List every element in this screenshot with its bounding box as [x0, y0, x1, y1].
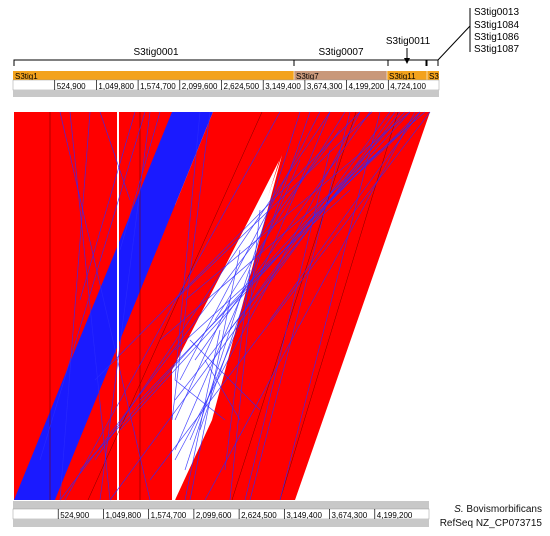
- alignment-link-line: [109, 111, 396, 501]
- alignment-link-line: [64, 111, 281, 501]
- alignment-link-line: [59, 111, 151, 501]
- alignment-link-line: [279, 111, 381, 501]
- top-contig-bar: S3tig1 S3tig7 S3tig11 S3: [13, 71, 439, 81]
- alignment-link-line: [79, 111, 136, 301]
- alignment-link-line: [171, 111, 211, 421]
- contig-bar-label-1: S3tig1: [15, 72, 38, 81]
- alignment-link-line: [204, 359, 241, 421]
- alignment-link-line: [69, 111, 111, 501]
- alignment-link-line: [149, 111, 431, 481]
- top-ruler-tick-label: 1,574,700: [140, 82, 176, 91]
- alignment-link-line: [189, 249, 241, 501]
- alignment-link-line: [59, 129, 341, 501]
- species-epithet: Bovismorbificans: [466, 504, 542, 515]
- bottom-ruler-tick-label: 524,900: [60, 511, 89, 520]
- top-ruler-tick-label: 524,900: [57, 82, 86, 91]
- alignment-link-lines: [39, 111, 431, 501]
- alignment-link-line: [119, 111, 161, 251]
- contig-bar-label-4: S3: [429, 72, 439, 81]
- alignment-link-line: [229, 111, 391, 331]
- contig-segment-s3tig1: [13, 71, 294, 80]
- alignment-link-line: [139, 149, 381, 401]
- contig-segment-s3: [427, 71, 439, 80]
- contig-label-s3tig0001: S3tig0001: [133, 47, 178, 58]
- reverse-block: [14, 112, 213, 500]
- bottom-ruler-tick-label: 3,674,300: [332, 511, 368, 520]
- top-ruler-tick-label: 1,049,800: [98, 82, 134, 91]
- bottom-ruler: 524,900 1,049,800 1,574,700 2,099,600 2,624,…: [12, 501, 430, 527]
- contig-bar-label-2: S3tig7: [296, 72, 319, 81]
- top-ruler-tick-label: 3,674,300: [307, 82, 343, 91]
- alignment-link-line: [194, 111, 371, 361]
- stacked-label-s3tig0013: S3tig0013: [474, 7, 519, 18]
- alignment-link-line: [199, 111, 311, 431]
- top-ruler-tick-label: 2,624,500: [224, 82, 260, 91]
- stacked-label-s3tig1084: S3tig1084: [474, 20, 519, 31]
- bottom-ruler-tick-label: 1,574,700: [151, 511, 187, 520]
- top-ruler-tick-label: 4,724,100: [390, 82, 426, 91]
- alignment-link-line: [159, 111, 426, 341]
- alignment-link-line: [329, 119, 416, 201]
- alignment-link-line: [174, 299, 231, 421]
- reference-genome-label: S. Bovismorbificans RefSeq NZ_CP073715: [440, 503, 542, 531]
- top-ruler-tick-label: 2,099,600: [182, 82, 218, 91]
- alignment-link-line: [214, 111, 346, 321]
- top-ruler: 524,900 1,049,800 1,574,700 2,099,600 2,624,…: [12, 79, 440, 97]
- bottom-ruler-tick-label: 2,624,500: [241, 511, 277, 520]
- forward-block-right: [175, 112, 430, 500]
- bottom-ruler-tick-label: 2,099,600: [196, 511, 232, 520]
- alignment-link-line: [99, 111, 131, 201]
- alignment-link-line: [174, 111, 373, 301]
- contig-bar-label-3: S3tig11: [389, 72, 416, 81]
- bottom-ruler-tick-label: 3,149,400: [286, 511, 322, 520]
- species-prefix: S.: [454, 504, 464, 515]
- bottom-ruler-tick-label: 4,199,200: [377, 511, 413, 520]
- alignment-link-line: [94, 111, 331, 461]
- alignment-link-line: [174, 189, 351, 351]
- species-name: S. Bovismorbificans: [440, 503, 542, 517]
- contig-label-s3tig0007: S3tig0007: [318, 47, 363, 58]
- alignment-link-line: [184, 111, 411, 301]
- alignment-link-line: [94, 111, 361, 381]
- alignment-link-line: [59, 111, 91, 501]
- alignment-link-line: [174, 111, 401, 401]
- alignment-link-line: [184, 329, 221, 501]
- contig-segment-s3tig7: [294, 71, 387, 80]
- alignment-link-line: [224, 269, 251, 471]
- alignment-link-line: [184, 111, 301, 471]
- alignment-link-line: [249, 111, 351, 501]
- reference-accession: RefSeq NZ_CP073715: [439, 518, 542, 529]
- alignment-link-line: [269, 111, 421, 321]
- top-ruler-tick-label: 3,149,400: [265, 82, 301, 91]
- contig-segment-s3tig11: [387, 71, 427, 80]
- contig-label-s3tig0011: S3tig0011: [386, 36, 431, 47]
- bottom-ruler-tick-label: 1,049,800: [105, 511, 141, 520]
- top-contig-brackets: S3tig0001 S3tig0007 S3tig0011: [13, 8, 471, 66]
- stacked-contig-labels: S3tig0013 S3tig1084 S3tig1086 S3tig1087: [474, 7, 519, 55]
- alignment-link-line: [189, 339, 261, 411]
- stacked-label-s3tig1086: S3tig1086: [474, 32, 519, 43]
- alignment-link-line: [244, 149, 331, 501]
- alignment-link-line: [99, 111, 151, 501]
- alignment-link-line: [174, 159, 301, 451]
- top-ruler-tick-label: 4,199,200: [349, 82, 385, 91]
- alignment-link-line: [174, 379, 226, 421]
- alignment-link-line: [39, 111, 146, 461]
- alignment-link-line: [119, 111, 411, 431]
- alignment-link-line: [204, 111, 416, 501]
- alignment-blocks: [14, 111, 430, 501]
- stacked-label-s3tig1087: S3tig1087: [474, 44, 519, 55]
